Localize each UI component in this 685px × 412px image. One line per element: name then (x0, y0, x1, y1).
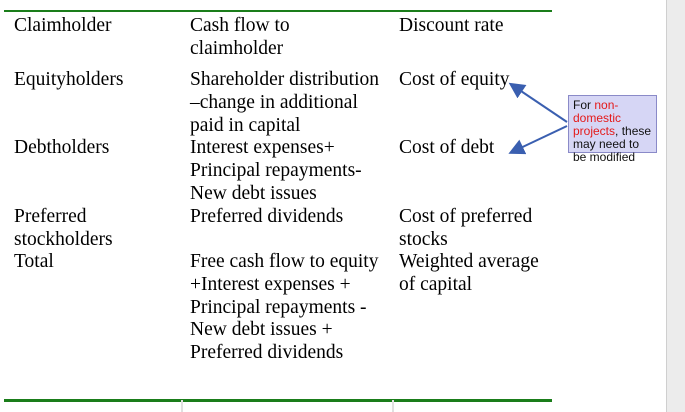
row-equityholders-cash-flow: Shareholder distribution –change in addi… (190, 69, 380, 136)
header-discount-rate: Discount rate (399, 15, 504, 36)
callout-highlight: non-domestic projects (573, 98, 622, 138)
arrow-to-cost-of-debt (508, 125, 568, 155)
row-equityholders-discount-rate: Cost of equity (399, 69, 510, 90)
row-debtholders-discount-rate: Cost of debt (399, 137, 495, 158)
table-top-rule (4, 10, 552, 12)
column-divider (181, 400, 183, 412)
row-total-discount-rate: Weighted average of capital (399, 251, 539, 295)
row-total-claimholder: Total (14, 251, 54, 272)
callout-suffix: , these may need to be modified (573, 124, 652, 164)
annotation-callout: For non-domestic projects, these may nee… (568, 95, 657, 164)
callout-prefix: For (573, 98, 595, 112)
row-debtholders-claimholder: Debtholders (14, 137, 110, 158)
header-claimholder: Claimholder (14, 15, 112, 36)
row-preferred-claimholder: Preferred stockholders (14, 206, 113, 250)
scrollbar[interactable] (666, 0, 685, 412)
row-preferred-discount-rate: Cost of preferred stocks (399, 206, 533, 250)
row-total-cash-flow: Free cash flow to equity +Interest expen… (190, 251, 379, 364)
arrow-to-cost-of-equity (508, 82, 568, 123)
header-cash-flow: Cash flow to claimholder (190, 15, 290, 59)
table-bottom-rule (4, 399, 552, 402)
row-equityholders-claimholder: Equityholders (14, 69, 124, 90)
row-debtholders-cash-flow: Interest expenses+ Principal repayments-… (190, 137, 362, 204)
row-preferred-cash-flow: Preferred dividends (190, 206, 344, 227)
column-divider (392, 400, 394, 412)
